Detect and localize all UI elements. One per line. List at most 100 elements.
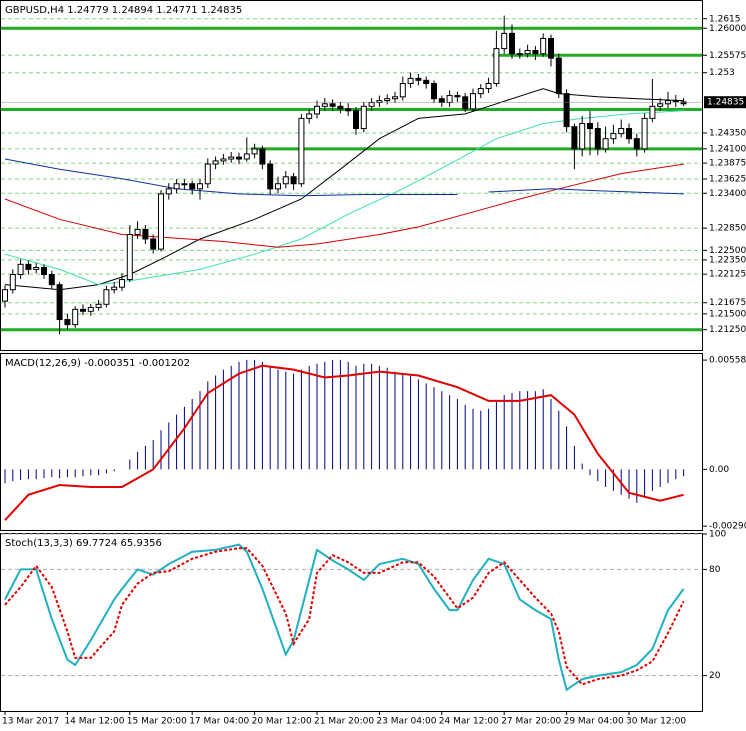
candle-body: [618, 128, 625, 135]
candle-body: [423, 79, 430, 84]
y-tick-label: 1.22350: [709, 255, 746, 265]
y-tick-label: 1.253: [709, 68, 735, 78]
y-tick-label: 20: [709, 671, 721, 681]
y-tick-label: 1.22850: [709, 224, 746, 234]
candle-body: [485, 82, 492, 90]
y-tick-label: 1.21675: [709, 298, 746, 308]
candle-body: [189, 183, 196, 190]
y-tick-label: 1.26000: [709, 24, 746, 34]
candle-body: [33, 267, 40, 270]
x-tick-label: 20 Mar 12:00: [252, 717, 312, 727]
candle-body: [587, 122, 593, 130]
candle-body: [548, 37, 554, 59]
candle-body: [563, 93, 570, 128]
candle-body: [134, 228, 141, 236]
candle-body: [173, 183, 180, 190]
x-tick-label: 21 Mar 20:00: [314, 717, 374, 727]
x-tick-label: 29 Mar 04:00: [564, 717, 624, 727]
candle-body: [158, 193, 164, 250]
chart-title: GBPUSD,H4 1.24779 1.24894 1.24771 1.2483…: [5, 5, 242, 16]
candle-body: [17, 263, 24, 275]
y-tick-label: 100: [709, 530, 726, 540]
candle-body: [431, 82, 437, 100]
y-tick-label: 1.2615: [709, 14, 741, 24]
candle-body: [321, 103, 328, 107]
candle-body: [142, 228, 149, 240]
candle-body: [641, 117, 648, 150]
candle-body: [462, 96, 469, 110]
candle-body: [477, 88, 484, 95]
candle-body: [204, 163, 211, 185]
candle-body: [657, 103, 664, 107]
candle-body: [150, 238, 157, 250]
candle-body: [353, 110, 359, 130]
y-tick-label: 80: [709, 565, 721, 575]
indicator-line: [4, 543, 685, 692]
candle-body: [290, 176, 297, 185]
stoch-title: Stoch(13,3,3) 69.7724 65.9356: [5, 538, 162, 549]
candle-body: [399, 82, 406, 98]
last-price-box: [704, 96, 746, 109]
candle-body: [41, 267, 47, 275]
candle-body: [126, 234, 133, 281]
candle-body: [9, 273, 16, 291]
candle-body: [259, 148, 266, 165]
candle-body: [236, 156, 242, 160]
candle-body: [48, 273, 55, 286]
candle-body: [532, 49, 539, 55]
candle-body: [87, 306, 94, 312]
candle-body: [672, 100, 679, 103]
macd-panel-frame: [0, 353, 703, 531]
y-tick-label: 1.23875: [709, 159, 746, 169]
candle-body: [212, 160, 219, 165]
candle-body: [251, 148, 258, 155]
candle-body: [95, 303, 102, 308]
candle-body: [555, 57, 562, 95]
candle-body: [626, 128, 632, 140]
y-tick-label: 1.23625: [709, 174, 746, 184]
y-tick-label: -0.002902: [709, 522, 746, 532]
candle-body: [516, 53, 523, 56]
candle-body: [329, 103, 336, 107]
candle-body: [243, 153, 250, 160]
candle-body: [509, 32, 515, 55]
candle-body: [680, 101, 687, 105]
candle-body: [571, 126, 578, 150]
candle-body: [384, 98, 391, 102]
candle-body: [594, 128, 601, 150]
candle-body: [165, 188, 172, 195]
candle-body: [275, 183, 281, 190]
y-tick-label: 1.21500: [709, 309, 746, 319]
candle-body: [493, 48, 500, 84]
candle-body: [282, 176, 289, 185]
candle-body: [267, 163, 274, 190]
y-tick-label: 1.24100: [709, 144, 746, 154]
x-tick-label: 24 Mar 12:00: [439, 717, 499, 727]
candle-body: [2, 289, 8, 302]
macd-title: MACD(12,26,9) -0.000351 -0.001202: [5, 358, 190, 369]
x-tick-label: 14 Mar 12:00: [64, 717, 124, 727]
candle-body: [392, 96, 398, 100]
y-tick-label: 0.005588: [709, 356, 746, 366]
indicator-line: [4, 547, 685, 686]
x-tick-label: 17 Mar 04:00: [189, 717, 249, 727]
candle-body: [360, 105, 367, 130]
y-tick-label: 1.22500: [709, 246, 746, 256]
candle-body: [80, 308, 86, 312]
candle-body: [438, 98, 445, 104]
candle-body: [197, 183, 203, 190]
candle-body: [220, 158, 227, 162]
x-tick-label: 23 Mar 04:00: [376, 717, 436, 727]
candle-body: [610, 133, 617, 140]
x-tick-label: 30 Mar 12:00: [626, 717, 686, 727]
candle-body: [345, 108, 352, 112]
candle-body: [470, 93, 476, 110]
y-tick-label: 0.00: [709, 465, 729, 475]
indicator-line: [4, 364, 684, 521]
y-tick-label: 1.22125: [709, 270, 746, 280]
candle-body: [415, 77, 422, 81]
candle-body: [72, 308, 79, 326]
y-tick-label: 1.21250: [709, 325, 746, 335]
main-panel-frame: [0, 0, 703, 351]
